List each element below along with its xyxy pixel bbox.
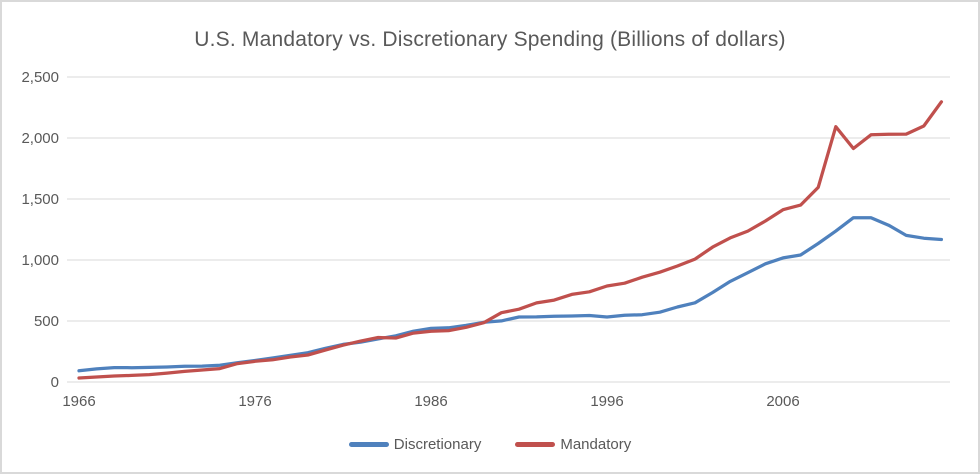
mandatory-line xyxy=(77,100,944,380)
legend-label-mandatory: Mandatory xyxy=(560,436,632,453)
chart-title: U.S. Mandatory vs. Discretionary Spendin… xyxy=(194,28,786,51)
mandatory-line-swatch xyxy=(515,442,556,447)
y-axis-tick-label: 1,000 xyxy=(21,252,59,269)
y-axis-tick-label: 1,500 xyxy=(21,191,59,208)
y-axis-tick-label: 2,500 xyxy=(21,69,59,86)
x-axis-tick-label: 1976 xyxy=(238,393,271,410)
legend: Discretionary Mandatory xyxy=(2,436,978,453)
discretionary-line-swatch xyxy=(348,442,389,447)
discretionary-line xyxy=(77,216,944,373)
legend-label-discretionary: Discretionary xyxy=(393,436,482,453)
y-axis-tick-label: 0 xyxy=(51,374,59,391)
x-axis-tick-label: 1996 xyxy=(590,393,623,410)
x-axis-tick-label: 1986 xyxy=(414,393,447,410)
y-axis-tick-label: 2,000 xyxy=(21,130,59,147)
legend-item-discretionary[interactable]: Discretionary xyxy=(348,436,482,453)
x-axis-tick-label: 2006 xyxy=(766,393,799,410)
y-axis-tick-label: 500 xyxy=(34,313,59,330)
legend-item-mandatory[interactable]: Mandatory xyxy=(515,436,631,453)
x-axis-tick-label: 1966 xyxy=(62,393,95,410)
